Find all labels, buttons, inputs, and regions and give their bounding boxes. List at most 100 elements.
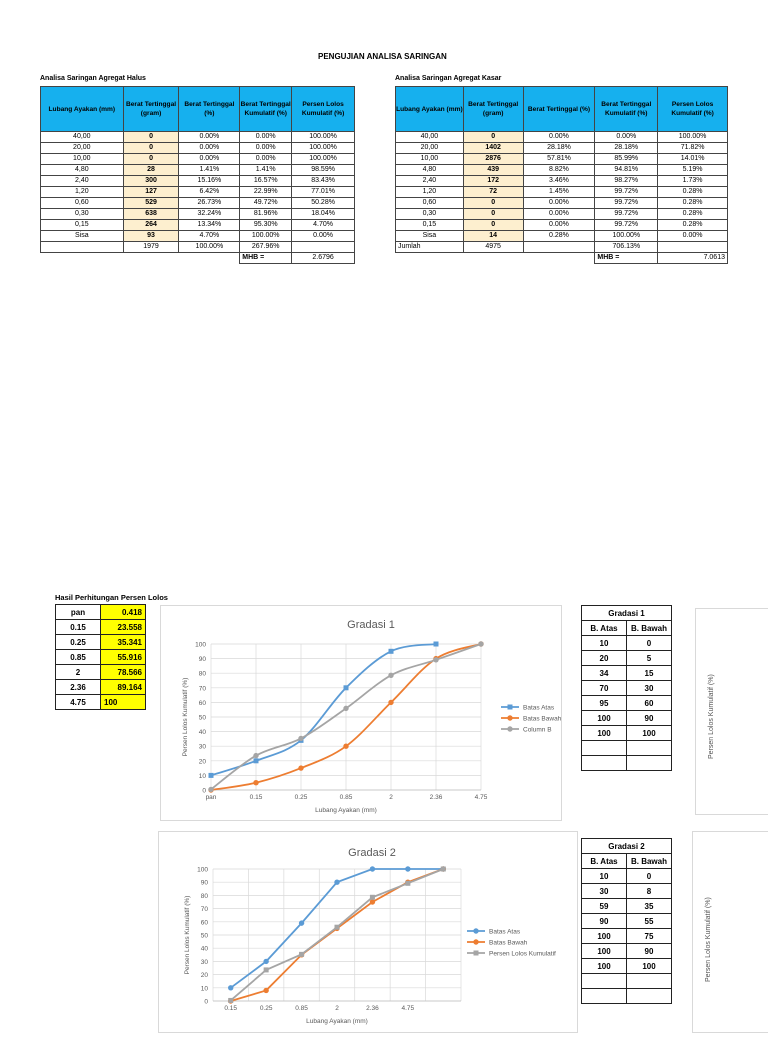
cell-berat-gram[interactable]: 28 — [122, 164, 180, 176]
gradasi2-chart[interactable]: Gradasi 2 0 10 20 30 40 50 60 70 80 90 100 0.15 0.25 0… — [158, 831, 578, 1033]
cell-berat-gram[interactable]: 638 — [122, 208, 180, 220]
cell-berat-gram[interactable]: 0 — [122, 131, 180, 143]
cell-berat-gram[interactable]: 1402 — [462, 142, 524, 154]
cell-kumulatif: 28.18% — [594, 142, 659, 154]
cell-berat-persen: 0.00% — [522, 219, 596, 231]
cell-berat-persen: 13.34% — [178, 219, 241, 231]
cell-kumulatif: 0.00% — [239, 131, 293, 143]
data-point[interactable] — [388, 699, 394, 706]
cell-b-atas — [581, 740, 627, 756]
data-point[interactable] — [433, 657, 439, 663]
gradasi-row: 95 60 — [581, 695, 672, 711]
total-empty — [291, 241, 355, 253]
cell-berat-gram[interactable]: 93 — [122, 230, 180, 242]
gradasi1-chart[interactable]: Gradasi 1 0 10 20 30 40 50 60 70 80 90 100 pan 0.15 0.… — [160, 605, 562, 821]
chart-title: Gradasi 2 — [348, 847, 396, 859]
data-point[interactable] — [208, 772, 214, 778]
data-point[interactable] — [228, 997, 234, 1003]
cell-berat-persen: 32.24% — [178, 208, 241, 220]
cell-lolos: 83.43% — [291, 175, 355, 187]
cell-berat-gram[interactable]: 264 — [122, 219, 180, 231]
cell-berat-gram[interactable]: 0 — [122, 142, 180, 154]
data-point[interactable] — [433, 641, 439, 647]
cell-berat-gram[interactable]: 172 — [462, 175, 524, 187]
header-berat-persen: Berat Tertinggal (%) — [178, 86, 241, 132]
data-point[interactable] — [298, 920, 305, 926]
data-point[interactable] — [405, 880, 411, 886]
data-point[interactable] — [369, 899, 376, 905]
cell-b-bawah: 75 — [626, 928, 672, 944]
spacer — [179, 253, 240, 264]
cell-berat-gram[interactable]: 14 — [462, 230, 524, 242]
cell-b-bawah: 0 — [626, 635, 672, 651]
data-point[interactable] — [369, 894, 375, 900]
partial-chart-1[interactable]: Persen Lolos Kumulatif (%) — [695, 608, 768, 815]
cell-berat-gram[interactable]: 0 — [462, 131, 524, 143]
cell-lolos: 0.00% — [291, 230, 355, 242]
gradasi-title: Gradasi 1 — [581, 605, 672, 621]
data-point[interactable] — [388, 648, 394, 654]
gradasi-row — [581, 755, 672, 771]
cell-berat-gram[interactable]: 529 — [122, 197, 180, 209]
data-point[interactable] — [478, 641, 484, 647]
cell-berat-gram[interactable]: 0 — [462, 219, 524, 231]
cell-berat-gram[interactable]: 2876 — [462, 153, 524, 165]
data-point[interactable] — [369, 866, 376, 872]
legend-entry[interactable]: Batas Atas — [489, 928, 521, 935]
data-point[interactable] — [299, 951, 305, 957]
sieve-row: 40,00 0 0.00% 0.00% 100.00% — [395, 131, 728, 143]
gradasi-row: 100 100 — [581, 958, 672, 974]
y-tick-label: 0 — [202, 788, 206, 795]
cell-lolos: 98.59% — [291, 164, 355, 176]
cell-b-bawah — [626, 740, 672, 756]
cell-berat-gram[interactable]: 0 — [122, 153, 180, 165]
legend-entry[interactable]: Batas Bawah — [523, 715, 562, 722]
gradasi-title-row: Gradasi 1 — [581, 605, 672, 621]
cell-berat-persen: 0.00% — [178, 131, 241, 143]
cell-lolos: 100.00% — [291, 153, 355, 165]
data-point[interactable] — [343, 743, 349, 749]
data-point[interactable] — [405, 866, 411, 872]
cell-berat-gram[interactable]: 439 — [462, 164, 524, 176]
data-point[interactable] — [253, 758, 259, 764]
cell-lolos: 14.01% — [657, 153, 728, 165]
x-tick-label: 0.85 — [340, 794, 353, 801]
data-point[interactable] — [334, 924, 340, 930]
data-point[interactable] — [343, 685, 349, 691]
cell-berat-gram[interactable]: 0 — [462, 197, 524, 209]
cell-kumulatif: 22.99% — [239, 186, 293, 198]
y-tick-label: 90 — [199, 656, 207, 663]
data-point[interactable] — [263, 958, 269, 965]
legend-entry[interactable]: Column B — [523, 726, 552, 733]
y-axis-label: Persen Lolos Kumulatif (%) — [182, 678, 189, 757]
cell-kumulatif: 85.99% — [594, 153, 659, 165]
data-point[interactable] — [343, 705, 349, 712]
data-point[interactable] — [388, 672, 394, 678]
legend-entry[interactable]: Persen Lolos Kumulatif — [489, 950, 556, 957]
gradasi-header-row: B. Atas B. Bawah — [581, 620, 672, 636]
data-point[interactable] — [298, 765, 304, 771]
hasil-size: pan — [55, 604, 101, 620]
data-point[interactable] — [253, 752, 259, 759]
cell-berat-persen: 8.82% — [522, 164, 596, 176]
legend-entry[interactable]: Batas Bawah — [489, 939, 528, 946]
total-label — [40, 241, 124, 253]
cell-berat-gram[interactable]: 127 — [122, 186, 180, 198]
partial-chart-2-ylabel: Persen Lolos Kumulatif (%) — [705, 897, 712, 982]
data-point[interactable] — [440, 866, 446, 872]
x-tick-label: 4.75 — [475, 794, 488, 801]
cell-b-bawah: 30 — [626, 680, 672, 696]
data-point[interactable] — [253, 780, 259, 786]
data-point[interactable] — [228, 985, 234, 991]
cell-berat-gram[interactable]: 0 — [462, 208, 524, 220]
data-point[interactable] — [298, 735, 304, 742]
partial-chart-2[interactable]: Persen Lolos Kumulatif (%) — [692, 831, 768, 1033]
cell-berat-gram[interactable]: 72 — [462, 186, 524, 198]
cell-berat-gram[interactable]: 300 — [122, 175, 180, 187]
data-point[interactable] — [208, 786, 214, 793]
total-persen — [522, 241, 596, 253]
data-point[interactable] — [334, 879, 340, 885]
legend-entry[interactable]: Batas Atas — [523, 704, 555, 711]
data-point[interactable] — [263, 987, 269, 994]
data-point[interactable] — [263, 967, 269, 973]
